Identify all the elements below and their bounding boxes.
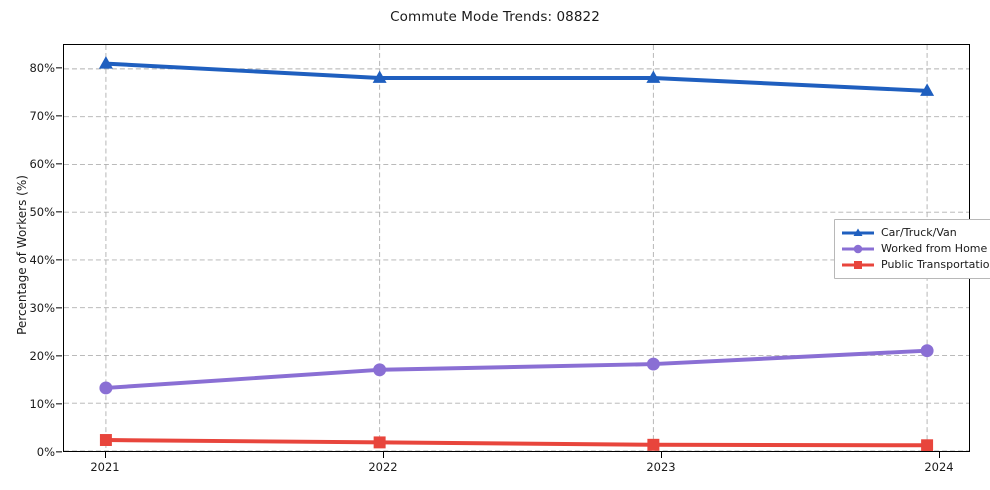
series-public-transportation [99, 434, 934, 451]
data-point [373, 363, 387, 377]
data-point [99, 434, 112, 446]
y-tick-mark-10 [56, 403, 62, 405]
x-tick-label-2022: 2022 [368, 460, 398, 474]
legend-marker-triangle-icon [841, 226, 875, 240]
legend-label-public-transportation: Public Transportation [881, 258, 990, 271]
plot-area [63, 44, 970, 452]
data-point [98, 56, 113, 69]
y-tick-mark-60 [56, 163, 62, 165]
x-tick-mark-2021 [105, 452, 107, 458]
y-tick-mark-80 [56, 67, 62, 69]
y-tick-mark-0 [56, 451, 62, 453]
legend-marker-circle-icon [841, 242, 875, 256]
y-tick-label-0: 0% [36, 445, 55, 459]
series-car-truck-van [98, 56, 935, 96]
y-tick-label-50: 50% [29, 205, 55, 219]
legend-marker-square-icon [841, 258, 875, 272]
data-point [920, 344, 934, 358]
x-tick-label-2023: 2023 [646, 460, 676, 474]
plot-canvas [64, 45, 969, 451]
y-tick-mark-20 [56, 355, 62, 357]
y-tick-label-30: 30% [29, 301, 55, 315]
series-worked-from-home [99, 344, 934, 395]
chart-legend[interactable]: Car/Truck/Van Worked from Home Public Tr… [834, 219, 990, 279]
x-tick-mark-2023 [661, 452, 663, 458]
legend-item-public-transportation[interactable]: Public Transportation [841, 257, 990, 273]
y-tick-label-40: 40% [29, 253, 55, 267]
y-tick-label-70: 70% [29, 109, 55, 123]
y-tick-mark-40 [56, 259, 62, 261]
y-tick-mark-70 [56, 115, 62, 117]
legend-item-car-truck-van[interactable]: Car/Truck/Van [841, 225, 990, 241]
x-tick-label-2024: 2024 [924, 460, 954, 474]
data-point [921, 439, 934, 451]
y-tick-label-60: 60% [29, 157, 55, 171]
x-axis-tick-labels: 2021 2022 2023 2024 [63, 452, 970, 482]
y-tick-label-80: 80% [29, 61, 55, 75]
x-tick-mark-2024 [939, 452, 941, 458]
y-tick-mark-50 [56, 211, 62, 213]
data-point [372, 70, 387, 83]
legend-label-worked-from-home: Worked from Home [881, 242, 988, 255]
data-point [99, 381, 113, 395]
y-tick-label-20: 20% [29, 349, 55, 363]
x-tick-mark-2022 [383, 452, 385, 458]
chart-title: Commute Mode Trends: 08822 [390, 9, 600, 25]
data-point [647, 438, 660, 451]
legend-label-car-truck-van: Car/Truck/Van [881, 226, 957, 239]
legend-item-worked-from-home[interactable]: Worked from Home [841, 241, 990, 257]
series-line [103, 61, 930, 93]
series-line [103, 438, 930, 448]
y-axis-tick-labels: 0% 10% 20% 30% 40% 50% 60% 70% 80% [0, 44, 62, 459]
y-tick-mark-30 [56, 307, 62, 309]
series-layer [98, 56, 935, 451]
y-tick-label-10: 10% [29, 397, 55, 411]
data-point [920, 83, 935, 96]
data-point [373, 436, 386, 449]
series-line [103, 348, 930, 390]
x-tick-label-2021: 2021 [90, 460, 120, 474]
data-point [646, 357, 660, 371]
data-point [646, 70, 661, 83]
